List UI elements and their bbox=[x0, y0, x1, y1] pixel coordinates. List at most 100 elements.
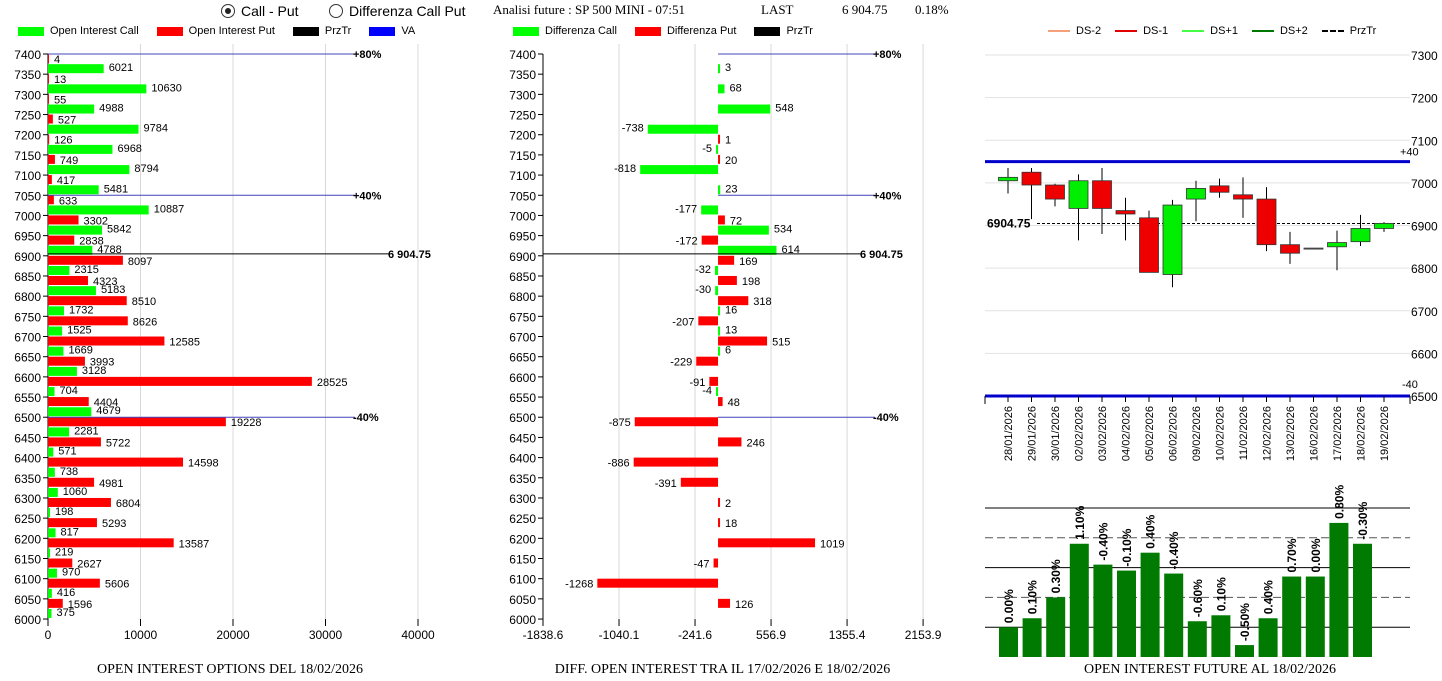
left-chart-legend: Open Interest Call Open Interest Put Prz… bbox=[18, 25, 433, 37]
y-tick-label: 7100 bbox=[509, 169, 536, 183]
bar-put-label: 1596 bbox=[68, 599, 92, 611]
bar-label: -0.60% bbox=[1191, 579, 1205, 617]
bar-label: -0.40% bbox=[1096, 522, 1110, 560]
bar-call bbox=[48, 346, 64, 356]
y-tick-label: 6050 bbox=[509, 593, 536, 607]
candle-body bbox=[998, 176, 1018, 182]
bar-label: -0.40% bbox=[1167, 531, 1181, 569]
y-tick-label: 6800 bbox=[1411, 262, 1438, 276]
x-tick-label: 05/02/2026 bbox=[1144, 406, 1156, 461]
y-tick-label: 7000 bbox=[1411, 177, 1438, 191]
candle-body bbox=[1021, 171, 1042, 186]
x-tick-label: 28/01/2026 bbox=[1003, 406, 1015, 461]
radio-unselected-icon bbox=[329, 4, 343, 18]
bar-put bbox=[48, 235, 75, 245]
bar-call bbox=[48, 64, 104, 74]
bar-call bbox=[48, 265, 70, 275]
y-tick-label: 6850 bbox=[14, 270, 41, 284]
bar-put-label: 8510 bbox=[132, 296, 156, 308]
y-tick-label: 7350 bbox=[14, 68, 41, 82]
y-tick-label: 6800 bbox=[14, 290, 41, 304]
bar bbox=[1164, 573, 1184, 657]
y-tick-label: 6000 bbox=[14, 613, 41, 627]
bar-put-label: 13587 bbox=[179, 538, 210, 550]
candle-body bbox=[1045, 184, 1065, 200]
bar-put-label: 13 bbox=[54, 74, 66, 86]
bar-call bbox=[48, 306, 65, 316]
bar-put-label: 8626 bbox=[133, 316, 157, 328]
candle-body bbox=[1209, 185, 1230, 193]
bar-call bbox=[48, 568, 57, 578]
y-tick-label: 7400 bbox=[509, 48, 536, 62]
y-tick-label: 6500 bbox=[1411, 390, 1438, 404]
bar-put-label: -207 bbox=[672, 316, 694, 328]
przTr-label: 6904.75 bbox=[987, 216, 1031, 230]
bar bbox=[1046, 597, 1066, 657]
bar-put bbox=[709, 376, 719, 386]
legend-line-ds+1 bbox=[1182, 30, 1205, 32]
bar-put-label: 1 bbox=[725, 135, 731, 147]
y-tick-label: 6550 bbox=[14, 391, 41, 405]
radio-label: Call - Put bbox=[241, 3, 299, 19]
y-tick-label: 6800 bbox=[509, 290, 536, 304]
change-percent: 0.18% bbox=[915, 2, 949, 17]
bar-call bbox=[718, 225, 769, 235]
radio-call-put[interactable]: Call - Put bbox=[221, 3, 299, 19]
candle-body bbox=[1327, 242, 1347, 248]
y-tick-label: 6150 bbox=[509, 553, 536, 567]
bar bbox=[1093, 564, 1113, 657]
y-tick-label: 6300 bbox=[509, 492, 536, 506]
y-tick-label: 6950 bbox=[509, 230, 536, 244]
y-tick-label: 6100 bbox=[509, 573, 536, 587]
bar-call bbox=[718, 64, 721, 74]
x-tick-label: 30000 bbox=[309, 628, 343, 642]
radio-selected-icon bbox=[221, 4, 235, 18]
legend-swatch-call bbox=[18, 26, 44, 36]
bar-put-label: 169 bbox=[739, 256, 757, 268]
bar bbox=[1140, 552, 1160, 657]
y-tick-label: 6750 bbox=[14, 310, 41, 324]
bar-label: -0.10% bbox=[1120, 528, 1134, 566]
y-tick-label: 6300 bbox=[14, 492, 41, 506]
bar-call-label: 548 bbox=[775, 103, 793, 115]
x-tick-label: 09/02/2026 bbox=[1191, 406, 1203, 461]
candle-body bbox=[1233, 194, 1253, 200]
y-tick-label: 7100 bbox=[14, 169, 41, 183]
bar-put bbox=[48, 497, 111, 507]
x-tick-label: 0 bbox=[45, 628, 52, 642]
bar-call bbox=[716, 387, 719, 397]
bar-put bbox=[718, 598, 731, 608]
bar-put bbox=[633, 457, 719, 467]
legend-swatch-put bbox=[634, 26, 661, 36]
bar-put bbox=[48, 356, 85, 366]
bar-label: 0.70% bbox=[1285, 538, 1299, 572]
x-tick-label: 1355.4 bbox=[829, 628, 866, 642]
bar-put-label: 14598 bbox=[188, 458, 219, 470]
bar-call bbox=[48, 144, 113, 154]
candle-body bbox=[1350, 228, 1371, 243]
legend-label: DS-1 bbox=[1143, 25, 1169, 37]
legend-label: PrzTr bbox=[786, 25, 813, 37]
bar-put bbox=[718, 497, 721, 507]
bar-call-label: 16 bbox=[725, 304, 737, 316]
bar-put-label: -886 bbox=[608, 458, 630, 470]
radio-differenza-call-put[interactable]: Differenza Call Put bbox=[329, 3, 465, 19]
middle-chart-legend: Differenza Call Differenza Put PrzTr bbox=[513, 25, 831, 37]
bar-call-label: 23 bbox=[725, 183, 737, 195]
y-tick-label: 6700 bbox=[14, 331, 41, 345]
candle-body bbox=[1374, 222, 1394, 229]
legend-label: PrzTr bbox=[324, 25, 352, 37]
x-tick-label: 19/02/2026 bbox=[1379, 406, 1391, 461]
bar-put-label: 55 bbox=[54, 94, 66, 106]
y-tick-label: 6650 bbox=[14, 351, 41, 365]
bar-put-label: 3993 bbox=[90, 357, 114, 369]
bar-call bbox=[48, 447, 54, 457]
bar bbox=[1211, 615, 1231, 657]
x-tick-label: -241.6 bbox=[678, 628, 712, 642]
y-tick-label: 7200 bbox=[14, 129, 41, 143]
bar-call-label: -4 bbox=[702, 385, 712, 397]
legend-item: PrzTr bbox=[754, 25, 813, 37]
bar-put-label: 4404 bbox=[94, 397, 118, 409]
bar-call-label: 8794 bbox=[134, 163, 158, 175]
przTr-label: 6 904.75 bbox=[860, 249, 903, 261]
